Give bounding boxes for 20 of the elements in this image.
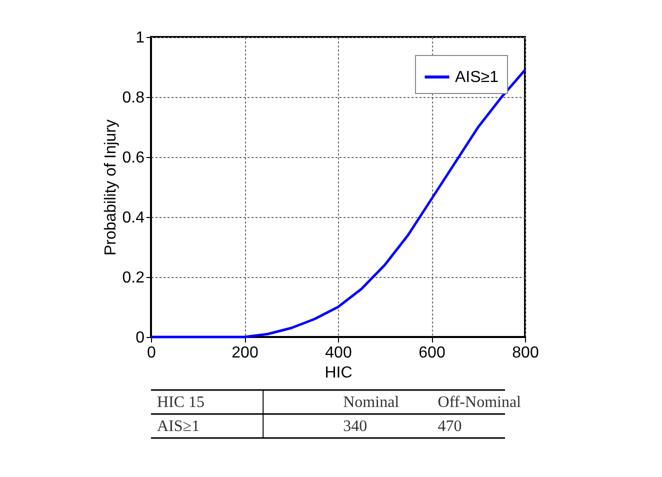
x-tick-label: 600 bbox=[418, 344, 446, 362]
x-axis-title: HIC bbox=[324, 364, 352, 382]
y-tick-label: 1 bbox=[136, 30, 145, 46]
x-tick-label: 0 bbox=[147, 344, 156, 362]
y-tick-label: 0.6 bbox=[122, 150, 145, 166]
legend-label: AIS≥1 bbox=[455, 69, 499, 86]
text: Nominal bbox=[343, 394, 400, 411]
text: AIS≥1 bbox=[157, 418, 200, 435]
x-tick-label: 400 bbox=[325, 344, 352, 362]
y-tick-label: 0.4 bbox=[122, 210, 145, 226]
text: 340 bbox=[343, 418, 368, 435]
y-tick-label: 0.2 bbox=[122, 270, 145, 286]
y-tick-label: 0 bbox=[136, 330, 145, 346]
y-axis-title: Probability of Injury bbox=[102, 119, 120, 256]
text: 470 bbox=[438, 418, 462, 435]
text: HIC 15 bbox=[157, 394, 205, 411]
x-tick-label: 200 bbox=[232, 344, 258, 362]
x-tick-label: 800 bbox=[512, 344, 539, 362]
text: Off-Nominal bbox=[438, 394, 522, 411]
y-tick-label: 0.8 bbox=[122, 90, 145, 106]
